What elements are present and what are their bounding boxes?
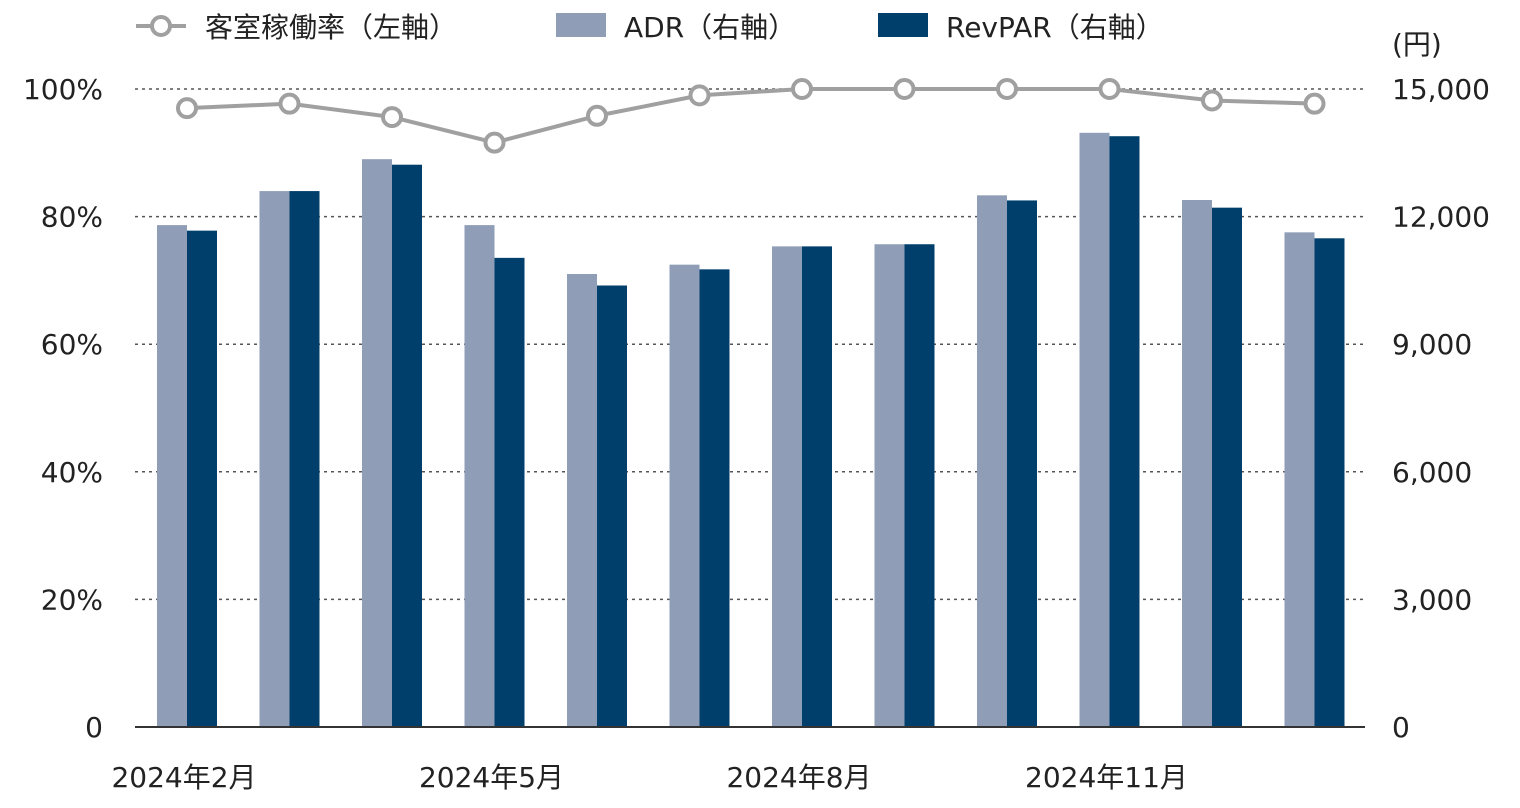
revpar-bar (289, 191, 320, 727)
occupancy-point (586, 104, 608, 127)
adr-bar (259, 191, 290, 727)
occupancy-point (1201, 89, 1223, 112)
x-axis-tick-label: 2024年11月 (1025, 761, 1188, 794)
right-axis-tick-label: 15,000 (1392, 73, 1490, 106)
left-axis-tick-label: 60% (41, 328, 103, 361)
revpar-bar (1314, 238, 1345, 728)
axes: 0 20% 40% 60% 80% 100% 0 3,000 6,000 9,000 12,000 1… (23, 73, 1490, 794)
right-axis-tick-label: 12,000 (1392, 201, 1490, 234)
legend-revpar-swatch-icon (878, 13, 928, 37)
x-axis-tick-label: 2024年2月 (111, 761, 256, 794)
legend-adr-swatch-icon (556, 13, 606, 37)
occupancy-point (893, 78, 916, 100)
revpar-bar (1109, 136, 1140, 727)
x-axis-tick-label: 2024年5月 (419, 761, 564, 794)
adr-bar (362, 159, 392, 727)
occupancy-point (176, 97, 198, 120)
legend-label-adr: ADR（右軸） (624, 11, 796, 44)
adr-bar (157, 225, 187, 727)
occupancy-point (688, 84, 711, 107)
legend-label-occupancy: 客室稼働率（左軸） (205, 11, 457, 44)
occupancy-point (381, 106, 403, 129)
left-axis-tick-label: 20% (41, 583, 103, 616)
revpar-bar (187, 230, 217, 728)
revpar-bar (904, 244, 935, 727)
revpar-bar (597, 285, 627, 727)
legend-line-marker-icon (150, 15, 172, 37)
revpar-bar (699, 269, 730, 727)
left-axis-tick-label: 0 (85, 711, 103, 744)
revpar-bar (1212, 207, 1242, 728)
occupancy-point (278, 92, 301, 115)
adr-bar (874, 244, 905, 727)
right-axis-unit: (円) (1392, 28, 1442, 61)
adr-bar (1079, 132, 1110, 727)
occupancy-point (1303, 92, 1326, 115)
adr-bar (1284, 232, 1315, 727)
adr-bar (567, 274, 597, 727)
revpar-bar (392, 164, 422, 727)
occupancy-point (996, 78, 1018, 100)
bars (157, 132, 1345, 728)
gridlines (135, 88, 1365, 601)
adr-bar (464, 225, 495, 727)
right-axis-tick-label: 3,000 (1392, 583, 1472, 616)
left-axis-tick-label: 40% (41, 456, 103, 489)
occupancy-line-path (186, 87, 1315, 145)
occupancy-point (1098, 78, 1121, 100)
occupancy-point (791, 78, 813, 100)
right-axis-tick-label: 0 (1392, 711, 1410, 744)
left-axis-tick-label: 100% (23, 73, 103, 106)
adr-bar (772, 246, 802, 727)
x-axis-tick-label: 2024年8月 (726, 761, 871, 794)
legend: 客室稼働率（左軸） ADR（右軸） RevPAR（右軸） (136, 11, 1164, 44)
adr-bar (1182, 200, 1212, 728)
occupancy-point (483, 131, 506, 154)
right-axis-tick-label: 9,000 (1392, 328, 1472, 361)
adr-bar (669, 264, 700, 727)
left-axis-tick-label: 80% (41, 201, 103, 234)
adr-bar (977, 195, 1007, 728)
revpar-bar (802, 246, 832, 727)
revpar-bar (1007, 200, 1037, 728)
right-axis-tick-label: 6,000 (1392, 456, 1472, 489)
occupancy-line (176, 78, 1326, 154)
revpar-bar (494, 257, 525, 727)
legend-label-revpar: RevPAR（右軸） (946, 11, 1164, 44)
